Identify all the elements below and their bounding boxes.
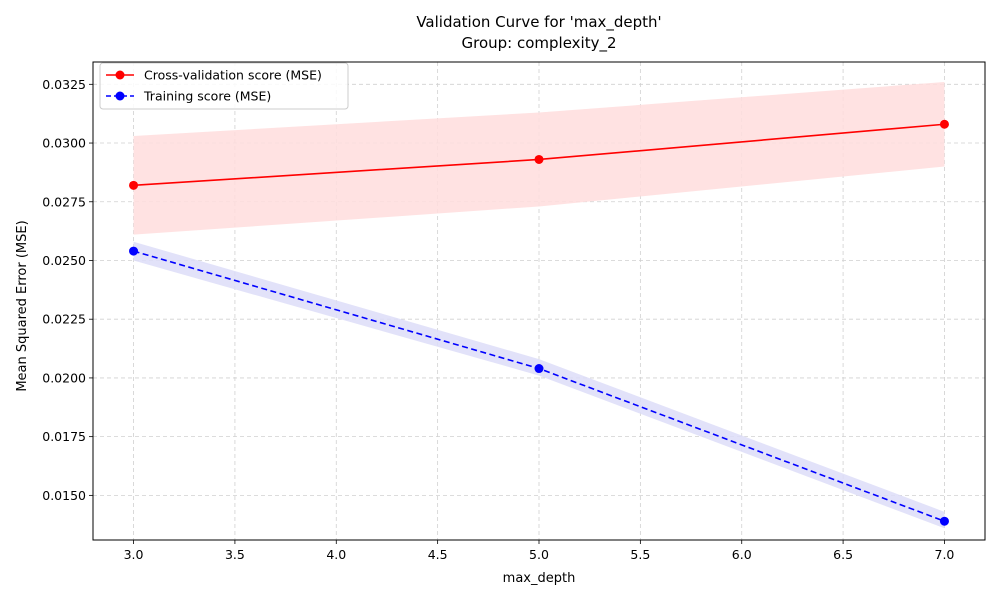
series-0-point — [129, 180, 139, 190]
x-tick-label: 5.5 — [630, 547, 650, 562]
y-tick-label: 0.0225 — [42, 312, 86, 327]
chart-subtitle: Group: complexity_2 — [461, 34, 616, 53]
legend: Cross-validation score (MSE) Training sc… — [99, 62, 349, 110]
x-tick-label: 7.0 — [935, 547, 955, 562]
legend-training-marker — [115, 91, 125, 101]
series-1-point — [129, 246, 139, 256]
y-axis-label: Mean Squared Error (MSE) — [15, 220, 30, 391]
x-tick-label: 3.5 — [225, 547, 245, 562]
y-tick-label: 0.0275 — [42, 194, 86, 209]
y-tick-label: 0.0325 — [42, 77, 86, 92]
series-1-band — [133, 241, 945, 529]
legend-box — [99, 62, 349, 110]
y-tick-label: 0.0150 — [42, 488, 86, 503]
series-markers — [129, 119, 949, 526]
legend-training-label: Training score (MSE) — [143, 89, 271, 104]
series-1-point — [939, 516, 949, 526]
chart-title: Validation Curve for 'max_depth' — [416, 13, 661, 32]
x-tick-label: 3.0 — [124, 547, 144, 562]
series-0-point — [534, 154, 544, 164]
x-tick-label: 4.0 — [326, 547, 346, 562]
y-tick-label: 0.0200 — [42, 370, 86, 385]
y-tick-label: 0.0300 — [42, 136, 86, 151]
legend-cv-label: Cross-validation score (MSE) — [144, 68, 322, 83]
series-0-point — [939, 119, 949, 129]
x-tick-label: 6.5 — [833, 547, 853, 562]
y-axis-ticks: 0.0150 0.0175 0.0200 0.0225 0.0250 0.0275 0.03… — [42, 77, 93, 503]
y-tick-label: 0.0250 — [42, 253, 86, 268]
x-tick-label: 4.5 — [428, 547, 448, 562]
series-1-point — [534, 364, 544, 374]
x-tick-label: 5.0 — [529, 547, 549, 562]
x-axis-ticks: 3.0 3.5 4.0 4.5 5.0 5.5 6.0 6.5 7.0 — [124, 540, 955, 562]
legend-cv-marker — [115, 70, 125, 80]
x-axis-label: max_depth — [503, 571, 576, 586]
x-tick-label: 6.0 — [732, 547, 752, 562]
y-tick-label: 0.0175 — [42, 429, 86, 444]
